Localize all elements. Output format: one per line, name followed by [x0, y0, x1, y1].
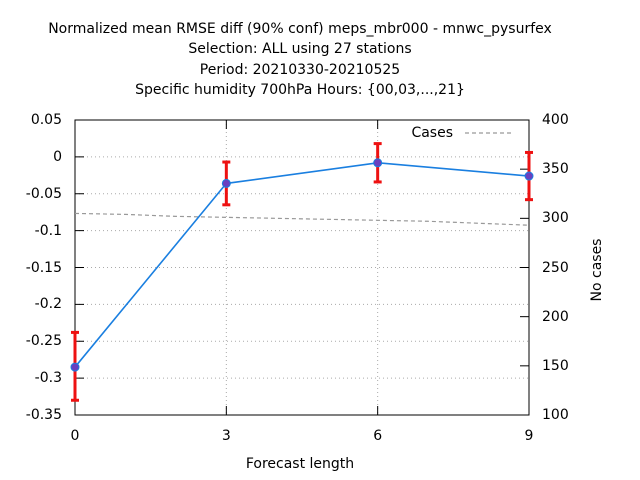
y-tick-label: -0.25: [25, 333, 62, 350]
y2-tick-label: 150: [542, 357, 569, 374]
y2-tick-label: 350: [542, 161, 569, 178]
x-tick-label: 9: [524, 428, 534, 444]
y2-tick-label: 250: [542, 259, 569, 276]
x-tick-label: 3: [221, 428, 231, 444]
x-tick-label: 6: [373, 428, 383, 444]
y2-axis-label: No cases: [589, 238, 605, 302]
series-main-line: [74, 161, 530, 368]
x-axis-label: Forecast length: [245, 456, 355, 472]
y-tick-label: -0.1: [34, 222, 62, 239]
title-line-2: Selection: ALL using 27 stations: [188, 41, 412, 57]
y2-tick-label: 400: [542, 112, 569, 128]
data-point-1: [221, 178, 231, 188]
data-point-3: [524, 171, 534, 181]
x-tick-label: 0: [70, 428, 80, 444]
y-tick-label: -0.15: [25, 259, 62, 276]
legend-label-cases: Cases: [411, 125, 453, 141]
data-point-2: [373, 158, 383, 168]
title-line-4: Specific humidity 700hPa Hours: {00,03,.…: [135, 82, 465, 98]
y-tick-label: -0.2: [34, 296, 62, 313]
y-tick-label: 0.05: [30, 112, 62, 128]
y-tick-label: -0.35: [25, 407, 62, 423]
y2-tick-label: 200: [542, 308, 569, 325]
y2-tick-label: 300: [542, 210, 569, 227]
series-cases-line: [74, 212, 530, 226]
data-point-0: [70, 362, 80, 372]
y-tick-label: -0.3: [34, 370, 62, 387]
title-line-3: Period: 20210330-20210525: [199, 62, 401, 78]
y-tick-label: -0.05: [25, 185, 62, 202]
title-line-1: Normalized mean RMSE diff (90% conf) mep…: [48, 21, 552, 37]
y-tick-label: 0: [53, 148, 62, 165]
y2-tick-label: 100: [542, 407, 569, 423]
